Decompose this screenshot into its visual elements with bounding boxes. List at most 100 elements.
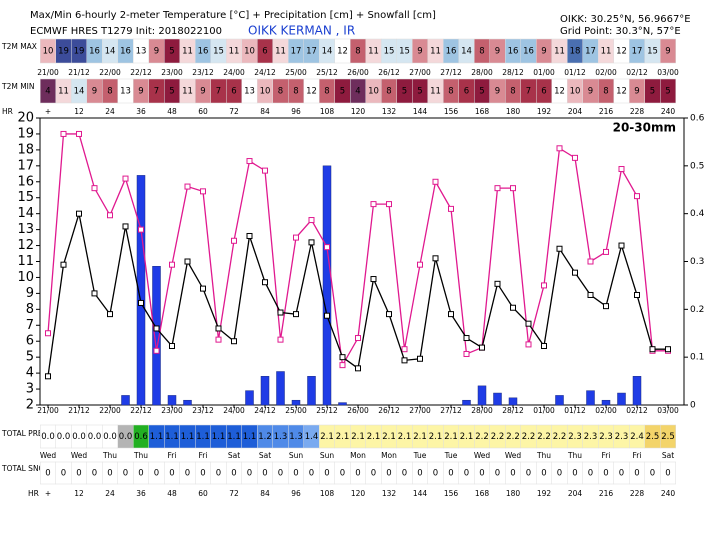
temp-marker bbox=[432, 178, 439, 185]
day-label: Wed bbox=[71, 451, 88, 460]
cell-label: 11 bbox=[601, 47, 612, 57]
temp-marker bbox=[618, 166, 625, 173]
precip-bar bbox=[307, 376, 316, 406]
date-label: 26/12 bbox=[378, 406, 400, 415]
cell-label: 9 bbox=[665, 47, 670, 57]
hr-label: 168 bbox=[475, 489, 490, 498]
date-label: 28/12 bbox=[502, 406, 524, 415]
hr-label: + bbox=[45, 107, 51, 116]
y-tick-label: 6 bbox=[26, 334, 34, 349]
cell-label: 2.3 bbox=[584, 432, 598, 442]
y2-tick-label: 0.2 bbox=[690, 305, 704, 315]
hr-label: + bbox=[45, 489, 51, 498]
date-label: 22/12 bbox=[130, 406, 152, 415]
temp-marker bbox=[246, 232, 253, 239]
cell-label: 0 bbox=[123, 469, 128, 479]
cell-label: 0 bbox=[107, 469, 112, 479]
precip-bar bbox=[586, 390, 595, 406]
cell-label: 17 bbox=[306, 47, 317, 57]
cell-label: 19 bbox=[58, 47, 69, 57]
cell-label: 9 bbox=[92, 87, 97, 97]
hr-label: 120 bbox=[351, 489, 366, 498]
cell-label: 11 bbox=[430, 87, 441, 97]
cell-label: 10 bbox=[43, 47, 54, 57]
cell-label: 0 bbox=[572, 469, 577, 479]
hr-label: 36 bbox=[136, 489, 146, 498]
temp-marker bbox=[494, 280, 501, 287]
cell-label: 12 bbox=[554, 87, 565, 97]
hr-label: 72 bbox=[229, 489, 239, 498]
y-tick-label: 3 bbox=[26, 382, 34, 397]
date-label: 23/12 bbox=[192, 68, 214, 77]
temp-marker bbox=[665, 346, 671, 353]
precip-bar bbox=[601, 399, 611, 406]
temp-marker bbox=[572, 269, 578, 276]
day-label: Tue bbox=[444, 451, 458, 460]
temp-marker bbox=[231, 338, 237, 345]
cell-label: 0 bbox=[541, 469, 546, 479]
cell-label: 15 bbox=[399, 47, 410, 57]
precip-bar bbox=[136, 175, 146, 406]
cell-label: 2.2 bbox=[522, 432, 536, 442]
cell-label: 2.1 bbox=[320, 432, 334, 442]
cell-label: 9 bbox=[495, 47, 500, 57]
cell-label: 1.4 bbox=[305, 432, 319, 442]
cell-label: 0 bbox=[231, 469, 236, 479]
cell-label: 16 bbox=[120, 47, 131, 57]
temp-marker bbox=[541, 343, 547, 350]
cell-label: 0 bbox=[355, 469, 360, 479]
temp-marker bbox=[510, 304, 516, 311]
temp-marker bbox=[556, 145, 563, 152]
temp-marker bbox=[138, 299, 144, 306]
temp-marker bbox=[634, 193, 640, 200]
precip-bar bbox=[276, 371, 285, 406]
hr-label: 240 bbox=[661, 107, 676, 116]
cell-label: 0 bbox=[262, 469, 267, 479]
temp-marker bbox=[417, 355, 423, 362]
cell-label: 7 bbox=[216, 87, 221, 97]
y-tick-label: 4 bbox=[26, 366, 34, 381]
hr-label: 156 bbox=[444, 107, 459, 116]
date-label: 24/12 bbox=[254, 406, 276, 415]
cell-label: 14 bbox=[105, 47, 116, 57]
day-label: Thu bbox=[536, 451, 551, 460]
row-label: T2M MIN bbox=[1, 82, 35, 91]
hr-label: 240 bbox=[661, 489, 676, 498]
cell-label: 0 bbox=[510, 469, 515, 479]
hr-label: 168 bbox=[475, 107, 490, 116]
day-label: Sun bbox=[320, 451, 335, 460]
cell-label: 8 bbox=[479, 47, 484, 57]
precip-bar bbox=[477, 385, 487, 406]
date-label: 27/12 bbox=[440, 68, 462, 77]
cell-label: 0 bbox=[340, 469, 345, 479]
date-label: 25/12 bbox=[316, 68, 338, 77]
cell-label: 17 bbox=[632, 47, 643, 57]
y-tick-label: 5 bbox=[26, 350, 34, 365]
cell-label: 2.5 bbox=[661, 432, 675, 442]
cell-label: 11 bbox=[430, 47, 441, 57]
hr-label: 12 bbox=[74, 489, 84, 498]
day-label: Thu bbox=[133, 451, 148, 460]
cell-label: 7 bbox=[526, 87, 531, 97]
temp-marker bbox=[293, 311, 299, 318]
date-label: 23/00 bbox=[161, 406, 183, 415]
date-label: 27/00 bbox=[409, 406, 431, 415]
hr-label: 144 bbox=[413, 107, 428, 116]
day-label: Sun bbox=[289, 451, 304, 460]
cell bbox=[660, 38, 676, 64]
hr-label: 84 bbox=[260, 489, 270, 498]
temp-marker bbox=[463, 350, 470, 357]
temp-marker bbox=[603, 303, 609, 310]
cell-label: 14 bbox=[74, 87, 85, 97]
hr-label: 96 bbox=[291, 107, 301, 116]
cell-label: 0 bbox=[634, 469, 639, 479]
cell-label: 0.0 bbox=[57, 432, 71, 442]
temp-marker bbox=[91, 290, 98, 297]
temp-marker bbox=[448, 311, 454, 318]
temp-marker bbox=[91, 185, 98, 192]
cell-label: 11 bbox=[368, 47, 379, 57]
temp-marker bbox=[215, 325, 222, 332]
cell-label: 13 bbox=[244, 87, 255, 97]
date-label: 01/00 bbox=[533, 68, 555, 77]
cell-label: 4 bbox=[355, 87, 360, 97]
